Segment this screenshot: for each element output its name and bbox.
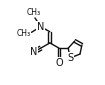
- Text: CH₃: CH₃: [16, 29, 30, 38]
- Text: CH₃: CH₃: [27, 8, 41, 17]
- Text: N: N: [30, 47, 37, 57]
- Text: N: N: [37, 22, 44, 32]
- Text: S: S: [67, 53, 73, 63]
- Text: O: O: [55, 58, 63, 68]
